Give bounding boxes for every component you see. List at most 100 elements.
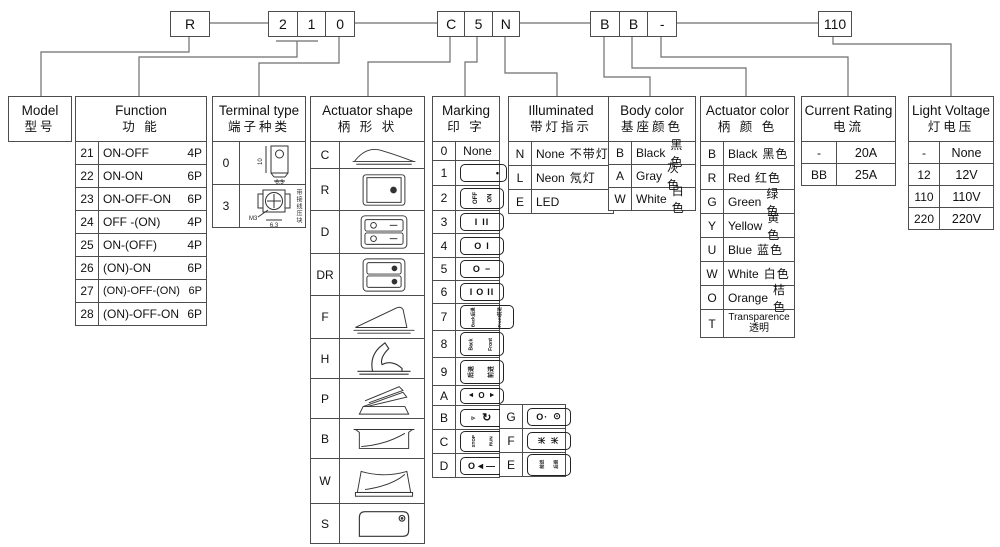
- shape-dr-drawing: [362, 257, 406, 292]
- row-code: L: [509, 166, 532, 189]
- table-row: 12 12V: [909, 163, 993, 185]
- row-code: B: [701, 142, 724, 165]
- mark-token: OFF: [472, 192, 479, 204]
- model-table: Model 型号: [8, 96, 72, 142]
- row-label: Black 黑色: [632, 138, 695, 169]
- mark-token: Back: [468, 338, 475, 350]
- row-code: P: [311, 379, 340, 418]
- row-code: 23: [76, 188, 99, 210]
- row-code: 3: [433, 211, 456, 233]
- table-row: - 20A: [802, 141, 895, 163]
- row-code: W: [701, 262, 724, 285]
- voltage-title-zh: 灯电压: [927, 119, 975, 134]
- poles: 4P: [187, 238, 202, 252]
- table-row: 5 O −: [433, 257, 504, 280]
- code-box-shape-marking-illum: C 5 N: [437, 11, 520, 37]
- mark-token: II: [487, 287, 495, 297]
- row-code: U: [701, 238, 724, 261]
- poles: 6P: [187, 169, 202, 183]
- poles: 6P: [188, 285, 202, 297]
- o-dash-mark-icon: O −: [460, 260, 504, 278]
- table-row: B: [311, 418, 424, 458]
- row-code: F: [311, 296, 340, 338]
- marking-symbol: Back Front: [456, 331, 508, 357]
- row-label: Green 绿色: [724, 187, 794, 218]
- dot-mark-icon: •: [460, 164, 507, 182]
- row-code: A: [609, 165, 632, 187]
- marking-symbol: 后退 前进: [456, 358, 508, 385]
- code-cell: N: [491, 12, 519, 36]
- model-title-zh: 型号: [24, 119, 56, 134]
- voltage-value: 12V: [955, 167, 978, 182]
- color-zh: 灰色: [667, 161, 681, 192]
- current-title-zh: 电流: [832, 119, 864, 134]
- faston-terminal-drawing: 10 6.3: [258, 145, 289, 184]
- table-row: N None 不带灯: [509, 141, 613, 165]
- table-row: D O◄—: [433, 453, 504, 477]
- row-code: 7: [433, 304, 456, 330]
- actuator-shape-title: Actuator shape: [322, 102, 413, 118]
- row-label: White 白色: [724, 262, 794, 285]
- row-code: 2: [433, 186, 456, 210]
- row-code: 6: [433, 281, 456, 303]
- function-table: Function 功 能 21 ON-OFF 4P 22 ON-ON 6P 23 ON-O…: [75, 96, 207, 326]
- mark-token: RUN: [488, 436, 494, 447]
- row-code: 110: [909, 186, 940, 207]
- mark-token: II: [482, 217, 490, 227]
- actuator-shape-title-zh: 柄 形 状: [337, 119, 398, 134]
- arrows-o-mark-icon: ◄ O ►: [460, 387, 504, 404]
- dim-width: 6.3: [275, 180, 284, 184]
- mark-token: Front前进: [496, 306, 502, 328]
- code-box-colors-current: B B -: [590, 11, 677, 37]
- color-zh: 白色: [671, 184, 685, 215]
- row-code: O: [701, 286, 724, 309]
- row-label: Red 红色: [724, 166, 794, 189]
- table-row: G Green 绿色: [701, 187, 794, 218]
- table-row: 24 OFF -(ON) 4P: [76, 210, 206, 233]
- marking-title-zh: 印 字: [447, 119, 485, 134]
- row-code: 220: [909, 208, 940, 229]
- mark-token: STOP: [470, 435, 476, 448]
- shape-h-drawing: [357, 342, 411, 375]
- poles: 4P: [187, 215, 202, 229]
- shape-r-drawing: [362, 173, 406, 206]
- color-zh: 白色: [763, 267, 790, 281]
- row-label: Transparence 透明: [724, 310, 794, 337]
- current-value: 25A: [854, 167, 878, 182]
- table-row: W White 白色: [701, 261, 794, 285]
- light-voltage-header: Light Voltage 灯电压: [909, 97, 993, 141]
- row-code: 0: [213, 142, 240, 184]
- body-color-title-zh: 基座颜色: [620, 119, 683, 134]
- table-row: 28 (ON)-OFF-ON 6P: [76, 302, 206, 325]
- color-en: Orange: [728, 290, 769, 305]
- row-code: DR: [311, 254, 340, 295]
- table-row: F: [311, 295, 424, 338]
- row-code: B: [433, 406, 456, 429]
- table-row: W White 白色: [609, 184, 695, 215]
- terminal-note: 带接线压块: [295, 189, 301, 224]
- terminal-title-zh: 端子种类: [227, 119, 290, 134]
- mark-token: Back后退: [470, 307, 476, 327]
- table-row: 21 ON-OFF 4P: [76, 141, 206, 164]
- mark-token: I: [486, 240, 490, 251]
- code-cell: C: [446, 16, 457, 32]
- table-row: 2 OFF ON: [433, 185, 504, 210]
- model-header: Model 型号: [9, 97, 71, 141]
- function-header: Function 功 能: [76, 97, 206, 141]
- color-zh: 绿色: [766, 186, 780, 218]
- row-label: Orange 桔色: [724, 283, 794, 314]
- row-label: ON-OFF 4P: [99, 142, 206, 164]
- code-cell: 110: [823, 16, 847, 32]
- shape-d-drawing: [360, 215, 408, 249]
- shape-cell: [340, 339, 428, 378]
- table-row: T Transparence 透明: [701, 309, 794, 337]
- shape-w-drawing: [354, 470, 414, 497]
- o-arrow-mark-icon: O◄—: [460, 456, 504, 475]
- table-row: 3 I II: [433, 210, 504, 233]
- table-row: L Neon 氖灯: [509, 165, 613, 189]
- row-label: OFF -(ON) 4P: [99, 211, 206, 233]
- color-en: Yellow: [728, 218, 763, 233]
- row-code: 4: [433, 234, 456, 257]
